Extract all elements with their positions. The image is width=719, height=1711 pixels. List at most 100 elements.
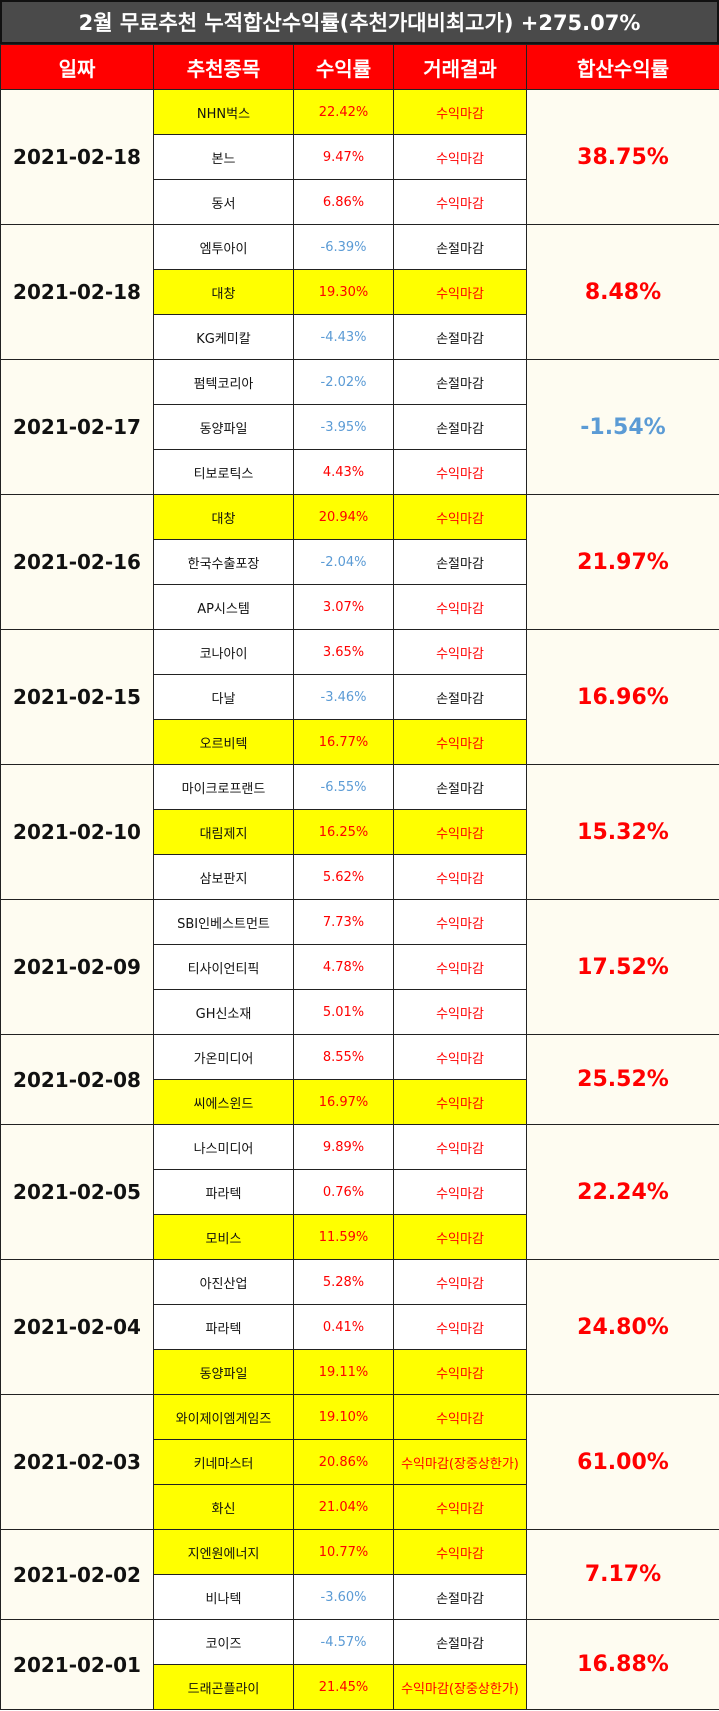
- table-row: 키네마스터 20.86% 수익마감(장중상한가): [1, 1439, 719, 1485]
- return-cell: 3.65%: [293, 629, 394, 675]
- table-row: 삼보판지 5.62% 수익마감: [1, 854, 719, 900]
- stock-name-cell: 엠투아이: [153, 224, 294, 270]
- stock-name-cell: 동서: [153, 179, 294, 225]
- return-cell: 5.62%: [293, 854, 394, 900]
- table-row: 2021-02-08 가온미디어 8.55% 수익마감 25.52%: [0, 1034, 719, 1125]
- total-return-cell: 7.17%: [526, 1529, 719, 1620]
- return-cell: 0.41%: [293, 1304, 394, 1350]
- stock-name-cell: 동양파일: [153, 404, 294, 450]
- total-return-cell: 61.00%: [526, 1394, 719, 1530]
- trade-result-cell: 수익마감: [393, 89, 527, 135]
- trade-result-cell: 수익마감: [393, 1484, 527, 1530]
- stock-name-cell: 코이즈: [153, 1619, 294, 1665]
- stock-name-cell: 삼보판지: [153, 854, 294, 900]
- stock-name-cell: 오르비텍: [153, 719, 294, 765]
- date-cell: 2021-02-03: [0, 1394, 154, 1530]
- total-return-cell: 21.97%: [526, 494, 719, 630]
- trade-result-cell: 수익마감: [393, 1214, 527, 1260]
- stock-name-cell: 파라텍: [153, 1169, 294, 1215]
- table-row: 비나텍 -3.60% 손절마감: [1, 1574, 719, 1620]
- return-cell: -3.95%: [293, 404, 394, 450]
- table-row: 모비스 11.59% 수익마감: [1, 1214, 719, 1260]
- stock-name-cell: 비나텍: [153, 1574, 294, 1620]
- table-row: 2021-02-10 마이크로프랜드 -6.55% 손절마감 15.32%: [0, 764, 719, 900]
- trade-result-cell: 손절마감: [393, 1619, 527, 1665]
- date-cell: 2021-02-09: [0, 899, 154, 1035]
- table-row: 화신 21.04% 수익마감: [1, 1484, 719, 1530]
- header-date: 일짜: [0, 44, 154, 90]
- table-row: 티보로틱스 4.43% 수익마감: [1, 449, 719, 495]
- return-cell: 11.59%: [293, 1214, 394, 1260]
- stock-name-cell: 지엔원에너지: [153, 1529, 294, 1575]
- return-cell: -2.04%: [293, 539, 394, 585]
- return-cell: 22.42%: [293, 89, 394, 135]
- table-row: 한국수출포장 -2.04% 손절마감: [1, 539, 719, 585]
- trade-result-cell: 손절마감: [393, 764, 527, 810]
- stock-name-cell: 아진산업: [153, 1259, 294, 1305]
- return-cell: 7.73%: [293, 899, 394, 945]
- trade-result-cell: 수익마감: [393, 1124, 527, 1170]
- total-return-cell: 16.88%: [526, 1619, 719, 1710]
- return-cell: -3.60%: [293, 1574, 394, 1620]
- trade-result-cell: 수익마감: [393, 179, 527, 225]
- trade-result-cell: 수익마감: [393, 1079, 527, 1125]
- return-cell: -3.46%: [293, 674, 394, 720]
- trade-result-cell: 손절마감: [393, 224, 527, 270]
- table-row: 2021-02-18 엠투아이 -6.39% 손절마감 8.48%: [0, 224, 719, 360]
- trade-result-cell: 손절마감: [393, 314, 527, 360]
- stock-name-cell: SBI인베스트먼트: [153, 899, 294, 945]
- trade-result-cell: 수익마감: [393, 719, 527, 765]
- return-cell: 4.78%: [293, 944, 394, 990]
- return-cell: -6.39%: [293, 224, 394, 270]
- stock-name-cell: 한국수출포장: [153, 539, 294, 585]
- trade-result-cell: 수익마감: [393, 494, 527, 540]
- stock-name-cell: 마이크로프랜드: [153, 764, 294, 810]
- trade-result-cell: 수익마감: [393, 1349, 527, 1395]
- table-body: 2021-02-18 NHN벅스 22.42% 수익마감 38.75% 본느 9.47% 수익…: [0, 89, 719, 1710]
- total-return-cell: 17.52%: [526, 899, 719, 1035]
- header-stock: 추천종목: [153, 44, 294, 90]
- stock-name-cell: 나스미디어: [153, 1124, 294, 1170]
- trade-result-cell: 수익마감: [393, 1529, 527, 1575]
- table-row: 2021-02-18 NHN벅스 22.42% 수익마감 38.75%: [0, 89, 719, 225]
- page-title: 2월 무료추천 누적합산수익률(추천가대비최고가) +275.07%: [0, 0, 719, 44]
- trade-result-cell: 손절마감: [393, 1574, 527, 1620]
- return-cell: 5.01%: [293, 989, 394, 1035]
- return-cell: -6.55%: [293, 764, 394, 810]
- header-row: 일짜 추천종목 수익률 거래결과 합산수익률: [0, 44, 719, 90]
- table-row: 파라텍 0.76% 수익마감: [1, 1169, 719, 1215]
- table-row: 다날 -3.46% 손절마감: [1, 674, 719, 720]
- trade-result-cell: 수익마감: [393, 584, 527, 630]
- table-row: 대창 19.30% 수익마감: [1, 269, 719, 315]
- table-row: GH신소재 5.01% 수익마감: [1, 989, 719, 1035]
- date-cell: 2021-02-01: [0, 1619, 154, 1710]
- stock-name-cell: 티보로틱스: [153, 449, 294, 495]
- stock-name-cell: 화신: [153, 1484, 294, 1530]
- trade-result-cell: 손절마감: [393, 539, 527, 585]
- total-return-cell: -1.54%: [526, 359, 719, 495]
- table-row: 2021-02-15 코나아이 3.65% 수익마감 16.96%: [0, 629, 719, 765]
- return-cell: 20.86%: [293, 1439, 394, 1485]
- date-cell: 2021-02-08: [0, 1034, 154, 1125]
- stock-name-cell: GH신소재: [153, 989, 294, 1035]
- stock-name-cell: 와이제이엠게임즈: [153, 1394, 294, 1440]
- return-cell: 10.77%: [293, 1529, 394, 1575]
- return-cell: 4.43%: [293, 449, 394, 495]
- header-result: 거래결과: [393, 44, 527, 90]
- stock-name-cell: 대창: [153, 494, 294, 540]
- total-return-cell: 25.52%: [526, 1034, 719, 1125]
- return-cell: 16.97%: [293, 1079, 394, 1125]
- table-row: 2021-02-16 대창 20.94% 수익마감 21.97%: [0, 494, 719, 630]
- stock-name-cell: 씨에스윈드: [153, 1079, 294, 1125]
- return-cell: 21.04%: [293, 1484, 394, 1530]
- trade-result-cell: 수익마감: [393, 809, 527, 855]
- date-cell: 2021-02-18: [0, 224, 154, 360]
- date-cell: 2021-02-17: [0, 359, 154, 495]
- stock-name-cell: 가온미디어: [153, 1034, 294, 1080]
- table-row: 2021-02-04 아진산업 5.28% 수익마감 24.80%: [0, 1259, 719, 1395]
- stock-name-cell: AP시스템: [153, 584, 294, 630]
- total-return-cell: 22.24%: [526, 1124, 719, 1260]
- stock-name-cell: 키네마스터: [153, 1439, 294, 1485]
- trade-result-cell: 수익마감: [393, 1304, 527, 1350]
- trade-result-cell: 손절마감: [393, 359, 527, 405]
